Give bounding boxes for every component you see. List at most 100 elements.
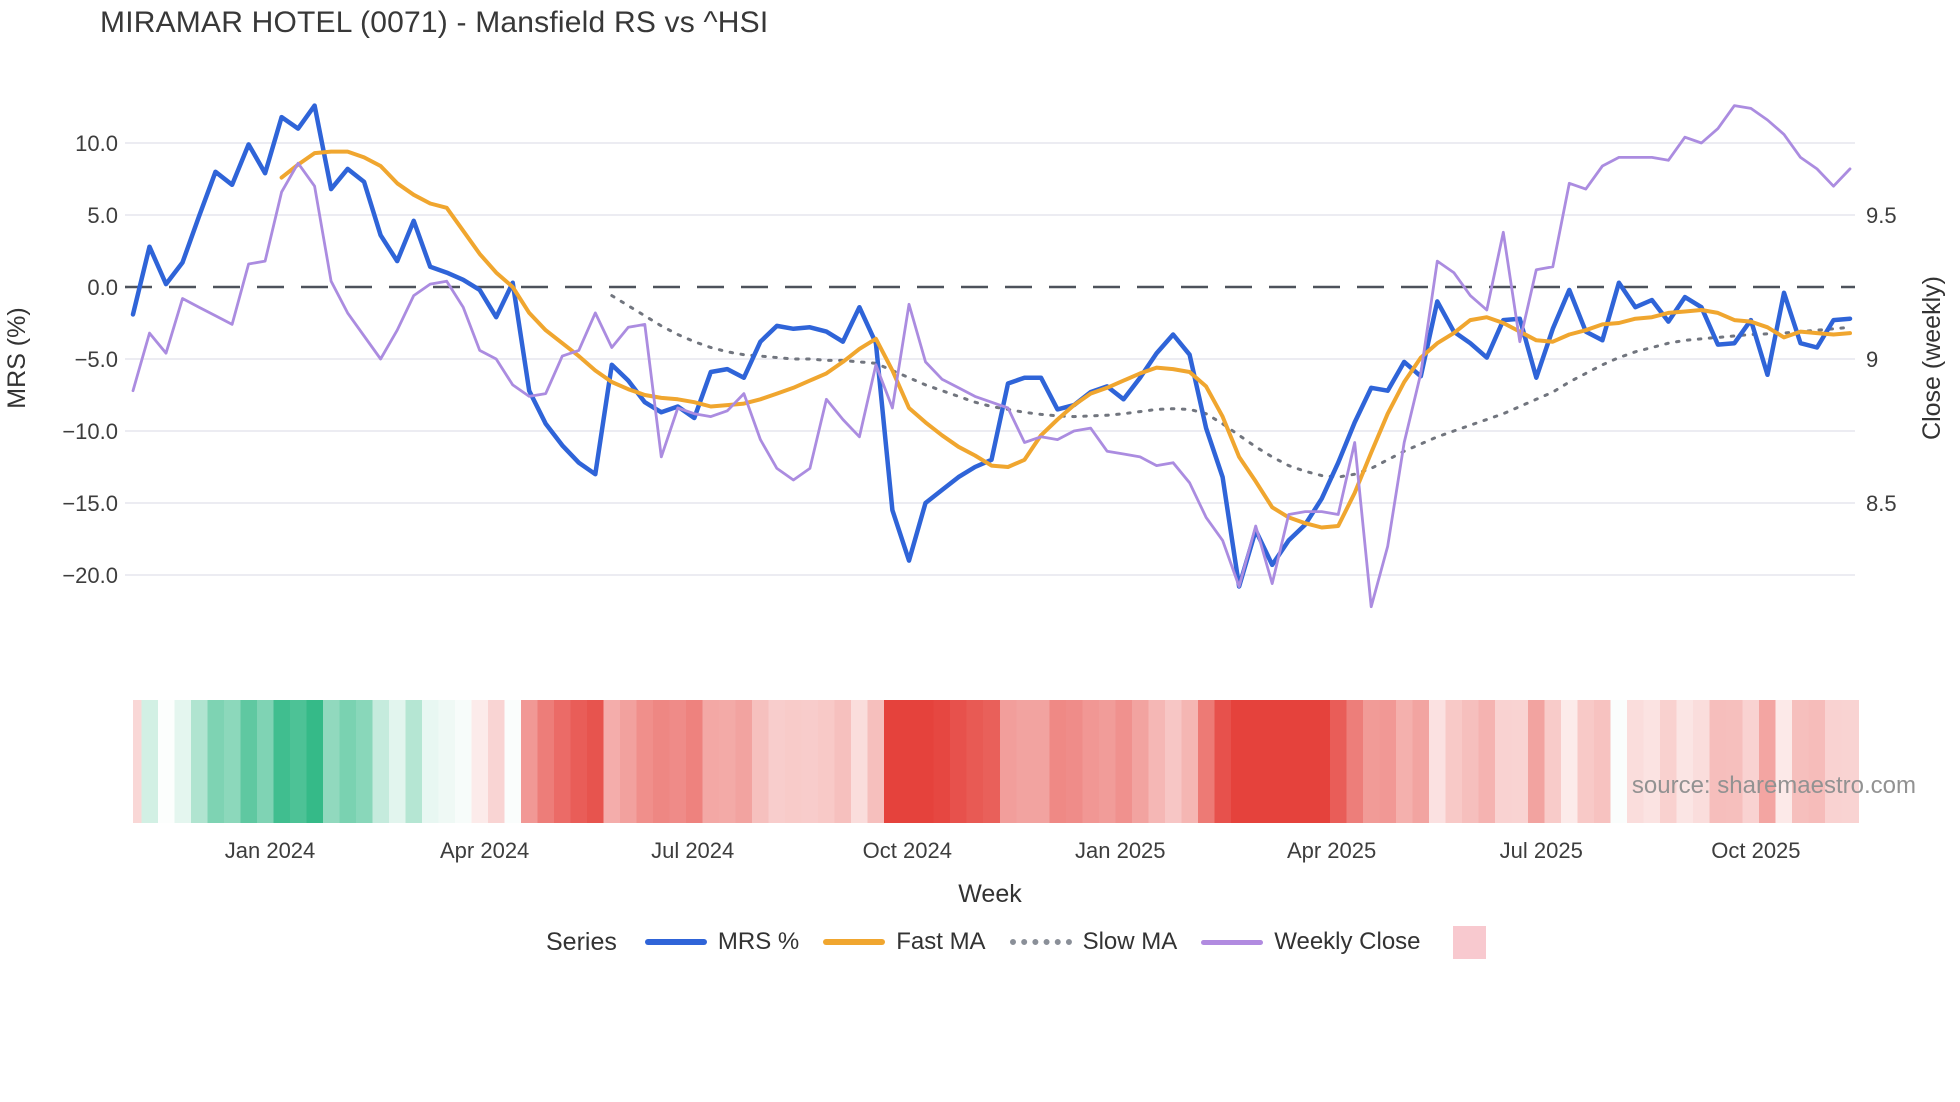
series-line-mrs- xyxy=(130,103,1853,589)
heatmap-cell xyxy=(1016,700,1034,823)
heatmap-cell xyxy=(207,700,225,823)
heatmap-cell xyxy=(900,700,918,823)
heatmap-cell xyxy=(653,700,671,823)
heatmap-cell xyxy=(768,700,786,823)
heatmap-cell xyxy=(1693,700,1711,823)
heatmap-cell xyxy=(867,700,885,823)
heatmap-cell xyxy=(950,700,968,823)
x-tick-label: Jul 2024 xyxy=(651,838,734,863)
heatmap-cell xyxy=(1841,700,1859,823)
heatmap-strip xyxy=(133,700,1859,823)
heatmap-cell xyxy=(1676,700,1694,823)
x-tick-label: Jan 2024 xyxy=(225,838,316,863)
heatmap-cell xyxy=(933,700,951,823)
heatmap-cell xyxy=(818,700,836,823)
heatmap-cell xyxy=(339,700,357,823)
series-line-weekly-close xyxy=(131,104,1852,609)
fast-ma-line-swatch-icon xyxy=(823,939,886,945)
x-axis-title: Week xyxy=(958,880,1022,908)
heatmap-cell xyxy=(537,700,555,823)
heatmap-cell xyxy=(1528,700,1546,823)
heatmap-cell xyxy=(1230,700,1248,823)
heatmap-cell xyxy=(1627,700,1645,823)
heatmap-cell xyxy=(1181,700,1199,823)
y-left-tick-label: 10.0 xyxy=(75,131,118,156)
gridlines xyxy=(125,142,1855,576)
y-left-tick-label: 5.0 xyxy=(87,203,118,228)
heatmap-cell xyxy=(1098,700,1116,823)
legend-item-slow-ma: Slow MA xyxy=(1009,928,1177,956)
source-credit: source: sharemaestro.com xyxy=(1631,772,1916,799)
heatmap-cell xyxy=(1808,700,1826,823)
heatmap-cell xyxy=(851,700,869,823)
heatmap-cell xyxy=(1561,700,1579,823)
heatmap-cell xyxy=(256,700,274,823)
heatmap-cell xyxy=(1346,700,1364,823)
heatmap-cell xyxy=(785,700,803,823)
heatmap-cell xyxy=(1197,700,1215,823)
heatmap-cell xyxy=(983,700,1001,823)
legend-title: Series xyxy=(546,927,617,956)
heatmap-cell xyxy=(405,700,423,823)
heatmap-cell xyxy=(1065,700,1083,823)
legend: Series MRS % Fast MA Slow MA Weekly Clos… xyxy=(546,920,1497,964)
heatmap-cell xyxy=(1115,700,1133,823)
y-left-tick-label: −20.0 xyxy=(62,563,118,588)
heatmap-cell xyxy=(372,700,390,823)
heatmap-cell xyxy=(1082,700,1100,823)
heatmap-cell xyxy=(917,700,935,823)
legend-item-fast-ma: Fast MA xyxy=(823,928,986,956)
heatmap-cell xyxy=(702,700,720,823)
y-left-axis-title: MRS (%) xyxy=(3,307,31,408)
heatmap-cell xyxy=(174,700,192,823)
heatmap-cell xyxy=(520,700,538,823)
heatmap-cell xyxy=(273,700,291,823)
heatmap-cell xyxy=(570,700,588,823)
heatmap-cell xyxy=(669,700,687,823)
legend-item-weekly-close: Weekly Close xyxy=(1201,928,1421,956)
heatmap-cell xyxy=(1478,700,1496,823)
heatmap-cell xyxy=(1825,700,1843,823)
heatmap-cell xyxy=(289,700,307,823)
heatmap-cell xyxy=(884,700,902,823)
heatmap-cell xyxy=(1594,700,1612,823)
heatmap-cell xyxy=(141,700,159,823)
heatmap-cell xyxy=(1709,700,1727,823)
heatmap-cell xyxy=(1032,700,1050,823)
x-tick-label: Oct 2024 xyxy=(863,838,952,863)
weekly-close-line-swatch-icon xyxy=(1201,939,1264,945)
chart-title: MIRAMAR HOTEL (0071) - Mansfield RS vs ^… xyxy=(100,6,769,39)
y-right-tick-label: 8.5 xyxy=(1866,491,1897,516)
slow-ma-dotted-swatch-icon xyxy=(1009,939,1072,945)
heatmap-cell xyxy=(1247,700,1265,823)
heatmap-swatch-icon xyxy=(1452,925,1486,959)
y-right-tick-label: 9 xyxy=(1866,347,1878,372)
heatmap-cell xyxy=(421,700,439,823)
heatmap-cell xyxy=(322,700,340,823)
heatmap-cell xyxy=(603,700,621,823)
heatmap-cell xyxy=(240,700,258,823)
x-tick-label: Apr 2024 xyxy=(440,838,529,863)
heatmap-cell xyxy=(735,700,753,823)
heatmap-cell xyxy=(1280,700,1298,823)
heatmap-cell xyxy=(966,700,984,823)
x-tick-label: Oct 2025 xyxy=(1711,838,1800,863)
heatmap-cell xyxy=(1296,700,1314,823)
heatmap-cell xyxy=(504,700,522,823)
heatmap-cell xyxy=(223,700,241,823)
heatmap-cell xyxy=(587,700,605,823)
heatmap-cell xyxy=(1792,700,1810,823)
y-right-tick-label: 9.5 xyxy=(1866,203,1897,228)
heatmap-cell xyxy=(1726,700,1744,823)
y-left-tick-label: −10.0 xyxy=(62,419,118,444)
y-right-axis-title: Close (weekly) xyxy=(1918,276,1946,440)
heatmap-cell xyxy=(801,700,819,823)
heatmap-cell xyxy=(1362,700,1380,823)
heatmap-cell xyxy=(487,700,505,823)
heatmap-cell xyxy=(454,700,472,823)
heatmap-cell xyxy=(1395,700,1413,823)
heatmap-cell xyxy=(1643,700,1661,823)
heatmap-cell xyxy=(1495,700,1513,823)
